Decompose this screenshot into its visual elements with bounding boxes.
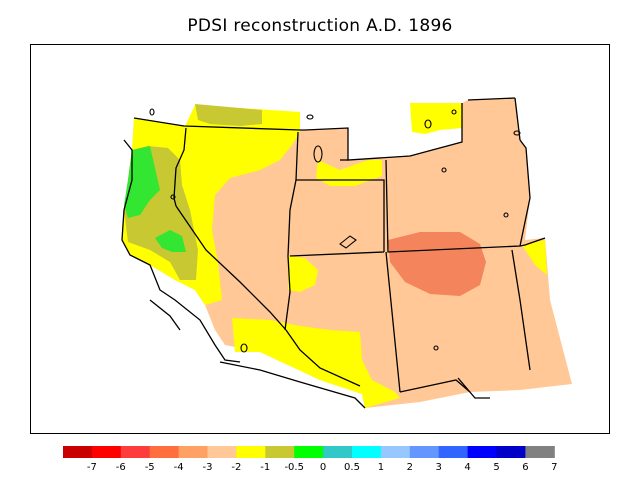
legend-tick-label: 0 (320, 462, 326, 473)
legend-tick-label: 4 (464, 462, 470, 473)
pdsi-dark-orange-region (388, 232, 486, 296)
legend-tick-label: 7 (551, 462, 557, 473)
pdsi-olive-region (195, 104, 262, 126)
legend-tick-label: -0.5 (284, 462, 304, 473)
state-boundaries (121, 97, 546, 409)
legend-bin (294, 446, 324, 458)
legend-tick-label: -5 (145, 462, 155, 473)
legend-bin (63, 446, 93, 458)
legend-bin (265, 446, 295, 458)
legend-tick-label: -7 (87, 462, 97, 473)
legend-bin (467, 446, 497, 458)
legend-tick-label: -3 (203, 462, 213, 473)
legend-bin (352, 446, 382, 458)
legend-bin (207, 446, 237, 458)
legend-bin (236, 446, 266, 458)
map-frame (30, 44, 610, 434)
legend-bin (178, 446, 208, 458)
legend-bin (323, 446, 353, 458)
legend-tick-label: 3 (436, 462, 442, 473)
pdsi-yellow-region (410, 103, 462, 134)
legend-bin (120, 446, 151, 458)
legend-tick-label: -2 (231, 462, 241, 473)
pdsi-yellow-region (288, 256, 318, 292)
legend-tick-label: 5 (493, 462, 499, 473)
pdsi-yellow-region (522, 240, 547, 275)
legend-tick-label: 6 (522, 462, 528, 473)
legend-bin (380, 446, 411, 458)
legend-tick-label: -4 (174, 462, 184, 473)
pdsi-green-region (124, 146, 160, 218)
pdsi-map (121, 97, 572, 409)
lakes (149, 108, 521, 353)
legend-bin (525, 446, 555, 458)
legend-tick-label: 0.5 (344, 462, 360, 473)
legend-bin (149, 446, 180, 458)
legend-tick-label: -6 (116, 462, 126, 473)
legend-bin (496, 446, 526, 458)
legend-bin (438, 446, 469, 458)
map-title: PDSI reconstruction A.D. 1896 (187, 16, 453, 36)
pdsi-green-region (155, 230, 186, 252)
legend-tick-label: -1 (260, 462, 270, 473)
legend-tick-label: 2 (407, 462, 413, 473)
legend-bin (91, 446, 122, 458)
legend-bin (409, 446, 440, 458)
color-legend: -7 -6 -5 -4 -3 -2 -1 -0.5 0 0.5 1 2 3 4 5 6 7 (63, 446, 557, 473)
legend-tick-label: 1 (378, 462, 384, 473)
